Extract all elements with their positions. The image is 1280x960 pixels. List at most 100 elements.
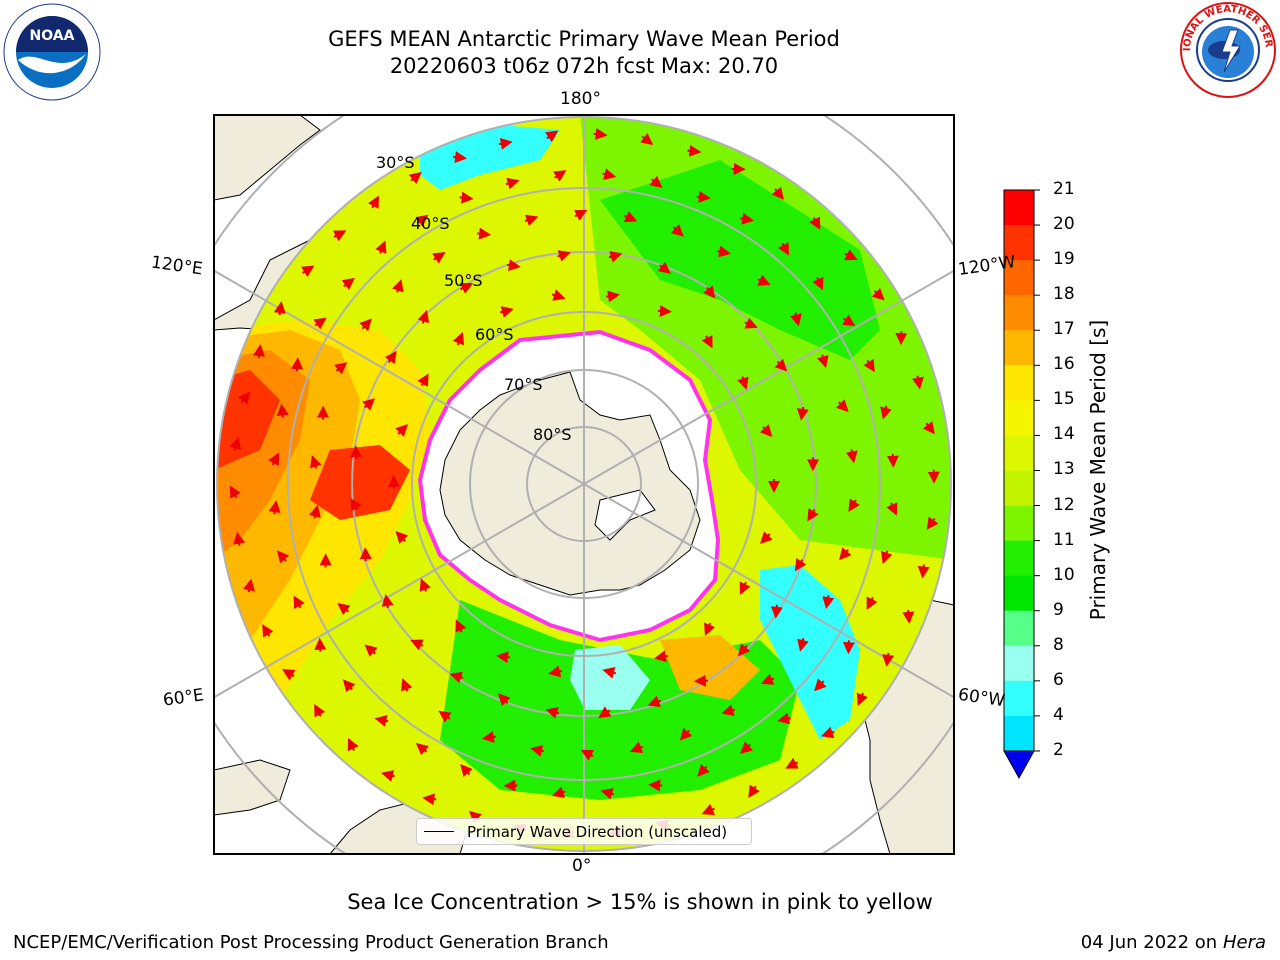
wave-direction-arrow	[697, 763, 710, 777]
colorbar-tick-label: 2	[1053, 739, 1064, 760]
legend-line-sample	[424, 831, 454, 832]
wave-direction-arrow	[657, 304, 672, 317]
wave-direction-arrow	[809, 216, 821, 230]
lon-label-0: 0°	[572, 856, 592, 876]
colorbar-tick-label: 20	[1053, 214, 1075, 235]
wave-direction-arrow	[410, 639, 424, 651]
footer-host: Hera	[1222, 932, 1266, 953]
wave-direction-arrow	[593, 127, 608, 140]
colorbar-swatch	[1004, 435, 1034, 471]
wave-direction-arrow	[449, 671, 464, 684]
wave-direction-arrow	[822, 595, 835, 610]
wave-direction-arrow	[375, 240, 387, 254]
wave-direction-arrow	[785, 757, 799, 769]
field-atlantic-orange	[660, 635, 760, 700]
wave-direction-arrow	[701, 803, 715, 815]
wave-direction-arrow	[459, 283, 474, 294]
colorbar-tick-label: 16	[1053, 354, 1075, 375]
colorbar-swatch	[1004, 540, 1034, 577]
wave-direction-arrow	[648, 779, 663, 792]
wave-direction-arrow	[395, 424, 409, 437]
wave-direction-arrow	[926, 516, 939, 530]
colorbar-tick-label: 19	[1053, 249, 1075, 270]
colorbar-tick-label: 8	[1053, 634, 1064, 655]
colorbar-swatch	[1004, 260, 1034, 296]
wave-direction-arrow	[359, 318, 372, 332]
wave-direction-arrow	[866, 596, 878, 610]
wave-direction-arrow	[417, 309, 430, 324]
footer-credit: NCEP/EMC/Verification Post Processing Pr…	[13, 932, 609, 953]
colorbar-swatch	[1004, 225, 1034, 261]
map-title: GEFS MEAN Antarctic Primary Wave Mean Pe…	[328, 27, 840, 51]
field-swell-core	[310, 445, 410, 520]
meridian-120w	[583, 269, 954, 485]
wave-direction-arrow	[551, 786, 566, 798]
wave-direction-arrow	[341, 277, 355, 290]
wave-direction-arrow	[880, 405, 892, 420]
wave-direction-arrow	[640, 132, 654, 146]
wave-direction-arrow	[573, 209, 588, 221]
map-legend: Primary Wave Direction (unscaled)	[416, 818, 752, 845]
wave-direction-arrow	[845, 449, 858, 464]
wave-direction-arrow	[740, 741, 753, 754]
wave-direction-arrow	[759, 531, 773, 544]
map-frame	[213, 114, 955, 855]
wave-direction-arrow	[332, 230, 347, 242]
wave-direction-arrow	[384, 350, 397, 365]
wave-direction-arrow	[740, 212, 755, 225]
wave-direction-arrow	[505, 177, 520, 190]
colorbar-swatch	[1004, 295, 1034, 331]
wave-direction-arrow	[608, 251, 623, 263]
wave-direction-arrow	[844, 249, 858, 261]
wave-direction-arrow	[233, 531, 246, 546]
wave-direction-arrow	[796, 406, 809, 421]
wave-direction-arrow	[602, 667, 617, 679]
wave-direction-arrow	[342, 679, 356, 693]
wave-direction-arrow	[771, 186, 784, 200]
wave-direction-arrow	[797, 637, 809, 652]
colorbar-swatch	[1004, 470, 1034, 507]
wave-direction-arrow	[721, 704, 736, 717]
wave-direction-arrow	[654, 650, 669, 663]
land-australia-north	[214, 115, 321, 201]
wave-direction-arrow	[453, 151, 468, 164]
wave-direction-arrow	[880, 550, 893, 565]
colorbar-tick-label: 13	[1053, 459, 1075, 480]
wave-direction-arrow	[737, 643, 751, 657]
wave-direction-arrow	[777, 712, 792, 725]
wave-direction-arrow	[337, 602, 351, 616]
wave-direction-arrow	[350, 497, 362, 512]
wave-direction-arrow	[392, 279, 404, 293]
wave-direction-arrow	[452, 332, 465, 346]
wave-direction-arrow	[807, 508, 819, 522]
colorbar	[1003, 189, 1040, 779]
wave-direction-arrow	[551, 289, 566, 301]
wave-direction-arrow	[253, 344, 266, 359]
colorbar-swatch	[1004, 610, 1034, 647]
sea-ice-note: Sea Ice Concentration > 15% is shown in …	[347, 890, 933, 914]
wave-direction-arrow	[301, 265, 315, 278]
graticule	[214, 115, 954, 854]
wave-direction-arrow	[530, 745, 545, 757]
wave-direction-arrow	[917, 564, 930, 579]
wave-direction-arrow	[506, 259, 521, 272]
wave-direction-arrow	[432, 252, 446, 264]
wave-direction-arrow	[282, 669, 296, 681]
wave-direction-arrow	[863, 358, 875, 373]
lat-label-80: 80°S	[533, 425, 572, 444]
wave-direction-arrow	[477, 227, 492, 240]
lat-label-30: 30°S	[376, 153, 415, 172]
wave-direction-arrow	[545, 707, 560, 719]
wave-direction-arrow	[422, 793, 437, 806]
wave-direction-arrow	[314, 637, 327, 652]
wave-direction-arrow	[243, 578, 255, 593]
wave-direction-arrow	[293, 595, 305, 609]
footer-date: 04 Jun 2022 on Hera	[1081, 932, 1266, 953]
wave-direction-arrow	[814, 678, 827, 692]
wave-direction-arrow	[790, 312, 802, 327]
wave-direction-arrow	[670, 224, 684, 237]
wave-direction-arrow	[848, 498, 860, 512]
colorbar-tick-label: 14	[1053, 424, 1075, 445]
wave-direction-arrow	[704, 622, 716, 636]
wave-direction-arrow	[812, 276, 824, 291]
